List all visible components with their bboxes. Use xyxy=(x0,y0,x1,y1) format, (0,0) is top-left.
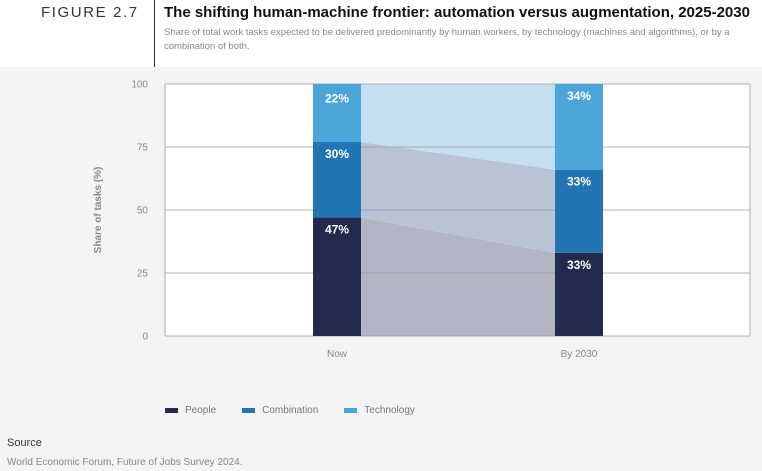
legend-label-combination: Combination xyxy=(262,404,319,416)
legend-item-combination: Combination xyxy=(242,405,318,416)
legend: People Combination Technology xyxy=(165,403,441,417)
legend-item-people: People xyxy=(165,405,216,416)
legend-swatch-combination xyxy=(242,407,256,413)
y-tick-label: 50 xyxy=(137,206,149,217)
source-text: World Economic Forum, Future of Jobs Sur… xyxy=(7,457,243,468)
bar-technology-1 xyxy=(555,84,603,170)
bar-combination-0 xyxy=(313,141,361,218)
area-people xyxy=(361,217,555,336)
area-technology xyxy=(361,84,555,170)
figure-label: FIGURE 2.7 xyxy=(41,4,139,21)
source-label: Source xyxy=(7,437,42,449)
stacked-bar-chart: 47% 30% 22% 33% 33% 34% 100 75 50 25 0 Now By 2030 S… xyxy=(93,80,751,360)
y-tick-label: 100 xyxy=(131,80,148,91)
header-divider xyxy=(154,0,155,67)
x-tick-label: Now xyxy=(327,349,348,360)
bar-people-1 xyxy=(555,252,603,336)
chart-subtitle: Share of total work tasks expected to be… xyxy=(164,27,730,52)
legend-swatch-people xyxy=(165,407,178,413)
legend-item-technology: Technology xyxy=(344,405,415,416)
y-tick-label: 25 xyxy=(137,269,149,280)
bar-people-0 xyxy=(313,217,361,336)
data-label-combination-1: 33% xyxy=(567,175,591,189)
bar-technology-0 xyxy=(313,84,361,142)
y-tick-label: 75 xyxy=(137,143,149,154)
figure-header: FIGURE 2.7 The shifting human-machine fr… xyxy=(0,0,762,67)
data-label-people-0: 47% xyxy=(325,223,349,237)
bar-combination-1 xyxy=(555,169,603,253)
x-tick-label: By 2030 xyxy=(561,349,598,360)
data-label-people-1: 33% xyxy=(567,258,591,272)
data-label-combination-0: 30% xyxy=(325,147,349,161)
y-tick-label: 0 xyxy=(142,332,148,343)
data-label-technology-1: 34% xyxy=(567,89,591,103)
chart-title: The shifting human-machine frontier: aut… xyxy=(164,4,750,21)
y-axis-title: Share of tasks (%) xyxy=(93,167,104,254)
legend-label-people: People xyxy=(185,404,217,416)
data-label-technology-0: 22% xyxy=(325,92,349,106)
legend-swatch-technology xyxy=(344,407,358,413)
area-combination xyxy=(361,141,555,253)
legend-label-technology: Technology xyxy=(364,404,415,416)
